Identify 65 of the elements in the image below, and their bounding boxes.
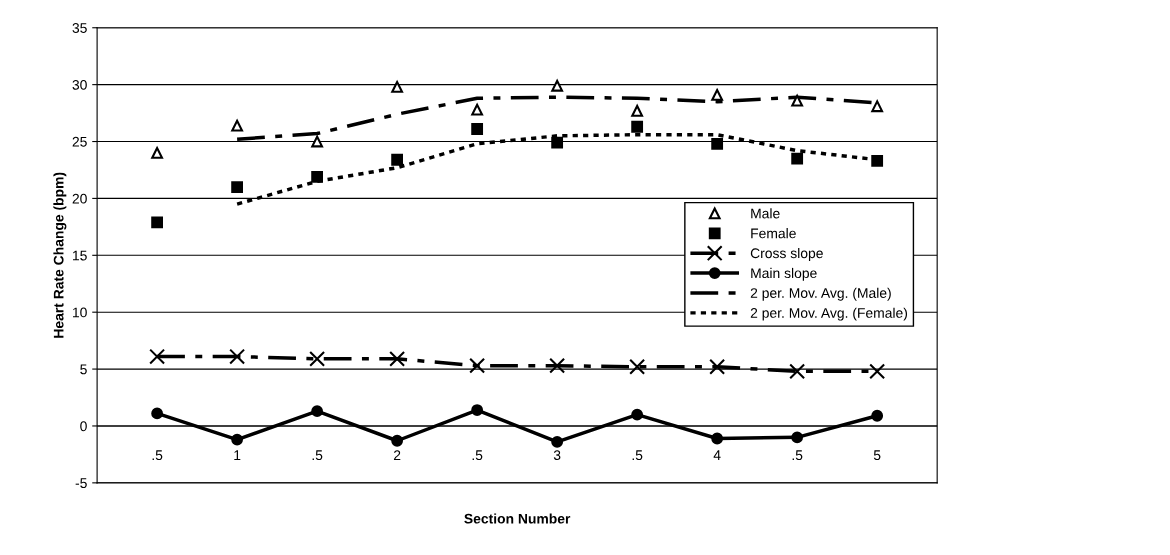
y-tick-label: 5 bbox=[80, 364, 87, 375]
point bbox=[391, 153, 404, 166]
x-tick-label: .5 bbox=[792, 450, 803, 461]
point bbox=[311, 135, 324, 148]
x-tick-label: 1 bbox=[234, 450, 241, 460]
x-tick-label: .5 bbox=[152, 450, 163, 461]
point bbox=[471, 404, 484, 416]
x-tick-label: 3 bbox=[553, 450, 561, 461]
x-axis-title: Section Number bbox=[464, 513, 571, 524]
point bbox=[631, 104, 644, 117]
point bbox=[629, 358, 646, 375]
point bbox=[871, 100, 884, 113]
point bbox=[711, 88, 724, 101]
point bbox=[869, 363, 886, 380]
point bbox=[789, 363, 806, 380]
point bbox=[309, 350, 326, 367]
y-tick-label: 15 bbox=[73, 250, 87, 261]
point bbox=[151, 216, 164, 229]
point bbox=[471, 123, 484, 135]
point bbox=[231, 119, 244, 132]
point bbox=[631, 408, 644, 421]
point bbox=[871, 154, 884, 167]
y-tick-label: 30 bbox=[72, 79, 87, 90]
point bbox=[709, 358, 726, 375]
y-tick-label: 35 bbox=[72, 23, 87, 33]
legend-label: 2 per. Mov. Avg. (Male) bbox=[750, 287, 891, 301]
point bbox=[311, 405, 324, 418]
legend-label: Cross slope bbox=[750, 247, 823, 261]
x-tick-label: .5 bbox=[312, 450, 323, 461]
point bbox=[389, 350, 406, 367]
point bbox=[551, 136, 564, 149]
y-tick-label: -5 bbox=[75, 478, 87, 489]
point bbox=[551, 435, 564, 448]
point bbox=[391, 434, 404, 447]
point bbox=[229, 348, 246, 365]
y-tick-label: 20 bbox=[72, 193, 87, 204]
y-tick-label: 0 bbox=[80, 421, 87, 432]
point bbox=[791, 94, 804, 107]
legend-label: Female bbox=[751, 228, 796, 239]
point bbox=[149, 348, 166, 365]
point bbox=[791, 431, 804, 444]
point bbox=[151, 407, 164, 420]
x-tick-label: .5 bbox=[632, 450, 643, 461]
y-tick-label: 10 bbox=[73, 307, 87, 318]
x-tick-label: .5 bbox=[472, 450, 483, 461]
legend-label: 2 per. Mov. Avg. (Female) bbox=[750, 307, 908, 321]
x-tick-label: 5 bbox=[873, 450, 881, 461]
point bbox=[871, 409, 884, 422]
y-axis-title: Heart Rate Change (bpm) bbox=[53, 172, 67, 338]
point bbox=[231, 181, 244, 193]
point bbox=[711, 432, 724, 445]
point bbox=[791, 152, 804, 165]
point bbox=[471, 103, 484, 116]
legend-label: Main slope bbox=[751, 267, 817, 281]
x-tick-label: 2 bbox=[393, 450, 401, 460]
point bbox=[549, 357, 566, 374]
point bbox=[311, 170, 324, 183]
point bbox=[231, 433, 244, 446]
x-tick-label: 4 bbox=[713, 450, 721, 460]
y-tick-label: 25 bbox=[72, 136, 87, 147]
point bbox=[711, 137, 724, 150]
point bbox=[631, 120, 644, 133]
point bbox=[469, 357, 486, 374]
legend-label: Male bbox=[751, 208, 780, 219]
point bbox=[551, 79, 564, 92]
